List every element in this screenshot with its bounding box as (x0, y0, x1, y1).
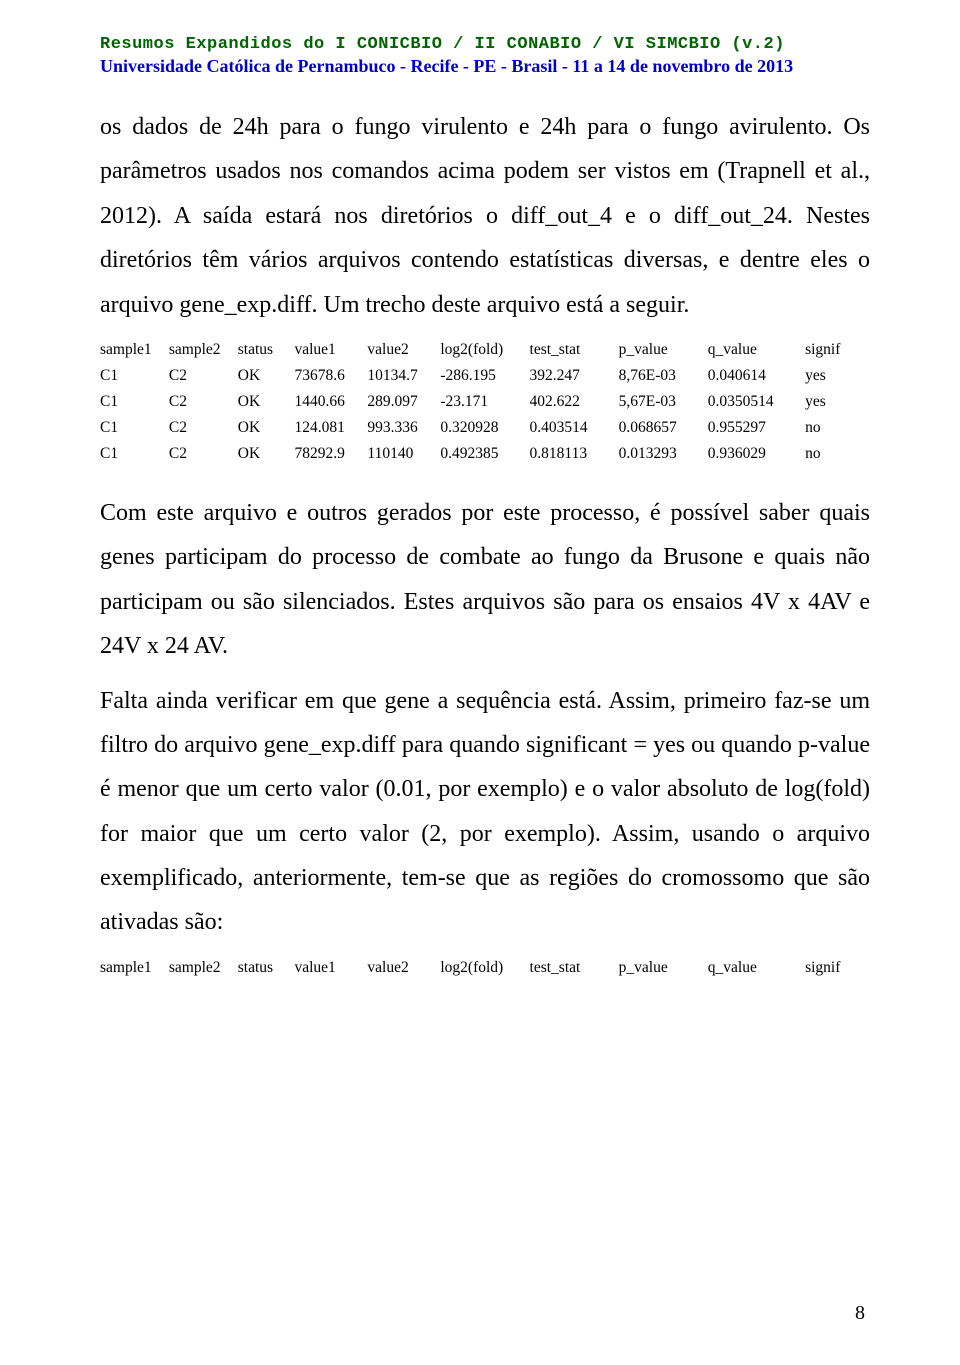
table-row: C1 C2 OK 1440.66 289.097 -23.171 402.622… (100, 389, 870, 415)
header-subtitle: Universidade Católica de Pernambuco - Re… (100, 56, 870, 77)
cell: C2 (169, 441, 238, 467)
cell: OK (238, 363, 295, 389)
col-sample1: sample1 (100, 955, 169, 981)
cell: C1 (100, 363, 169, 389)
cell: 124.081 (294, 415, 367, 441)
cell: 5,67E-03 (619, 389, 708, 415)
cell: 0.040614 (708, 363, 805, 389)
paragraph-1: os dados de 24h para o fungo virulento e… (100, 105, 870, 327)
cell: yes (805, 389, 870, 415)
cell: 392.247 (530, 363, 619, 389)
cell: 0.0350514 (708, 389, 805, 415)
cell: C2 (169, 415, 238, 441)
header-title-main: Resumos Expandidos do I CONICBIO / II CO… (100, 35, 721, 54)
col-signif: signif (805, 955, 870, 981)
paragraph-2: Com este arquivo e outros gerados por es… (100, 491, 870, 669)
cell: -286.195 (440, 363, 529, 389)
cell: no (805, 441, 870, 467)
col-sample2: sample2 (169, 955, 238, 981)
cell: 0.936029 (708, 441, 805, 467)
col-value2: value2 (367, 337, 440, 363)
cell: 0.818113 (530, 441, 619, 467)
cell: yes (805, 363, 870, 389)
cell: 73678.6 (294, 363, 367, 389)
cell: 0.013293 (619, 441, 708, 467)
cell: 402.622 (530, 389, 619, 415)
data-table-1: sample1 sample2 status value1 value2 log… (100, 337, 870, 467)
col-value2: value2 (367, 955, 440, 981)
col-pvalue: p_value (619, 337, 708, 363)
cell: 78292.9 (294, 441, 367, 467)
col-qvalue: q_value (708, 337, 805, 363)
table-header-row: sample1 sample2 status value1 value2 log… (100, 955, 870, 981)
table-header-row: sample1 sample2 status value1 value2 log… (100, 337, 870, 363)
cell: OK (238, 415, 295, 441)
col-log2fold: log2(fold) (440, 337, 529, 363)
col-teststat: test_stat (530, 337, 619, 363)
cell: 0.403514 (530, 415, 619, 441)
table-row: C1 C2 OK 73678.6 10134.7 -286.195 392.24… (100, 363, 870, 389)
cell: C1 (100, 389, 169, 415)
cell: 289.097 (367, 389, 440, 415)
page-number: 8 (855, 1302, 865, 1325)
cell: 8,76E-03 (619, 363, 708, 389)
col-status: status (238, 337, 295, 363)
cell: 1440.66 (294, 389, 367, 415)
cell: -23.171 (440, 389, 529, 415)
cell: 0.955297 (708, 415, 805, 441)
cell: 993.336 (367, 415, 440, 441)
col-sample1: sample1 (100, 337, 169, 363)
cell: no (805, 415, 870, 441)
data-table-2-header: sample1 sample2 status value1 value2 log… (100, 955, 870, 981)
col-value1: value1 (294, 337, 367, 363)
cell: OK (238, 389, 295, 415)
col-sample2: sample2 (169, 337, 238, 363)
table-row: C1 C2 OK 78292.9 110140 0.492385 0.81811… (100, 441, 870, 467)
cell: 10134.7 (367, 363, 440, 389)
table-row: C1 C2 OK 124.081 993.336 0.320928 0.4035… (100, 415, 870, 441)
col-qvalue: q_value (708, 955, 805, 981)
paragraph-3: Falta ainda verificar em que gene a sequ… (100, 679, 870, 945)
col-pvalue: p_value (619, 955, 708, 981)
col-log2fold: log2(fold) (440, 955, 529, 981)
cell: 0.492385 (440, 441, 529, 467)
header-version: (v.2) (721, 35, 785, 54)
cell: C1 (100, 441, 169, 467)
cell: 0.068657 (619, 415, 708, 441)
cell: 0.320928 (440, 415, 529, 441)
header-title: Resumos Expandidos do I CONICBIO / II CO… (100, 35, 870, 54)
cell: C1 (100, 415, 169, 441)
col-value1: value1 (294, 955, 367, 981)
cell: OK (238, 441, 295, 467)
cell: C2 (169, 363, 238, 389)
cell: C2 (169, 389, 238, 415)
document-page: Resumos Expandidos do I CONICBIO / II CO… (0, 0, 960, 1365)
col-signif: signif (805, 337, 870, 363)
col-teststat: test_stat (530, 955, 619, 981)
cell: 110140 (367, 441, 440, 467)
col-status: status (238, 955, 295, 981)
